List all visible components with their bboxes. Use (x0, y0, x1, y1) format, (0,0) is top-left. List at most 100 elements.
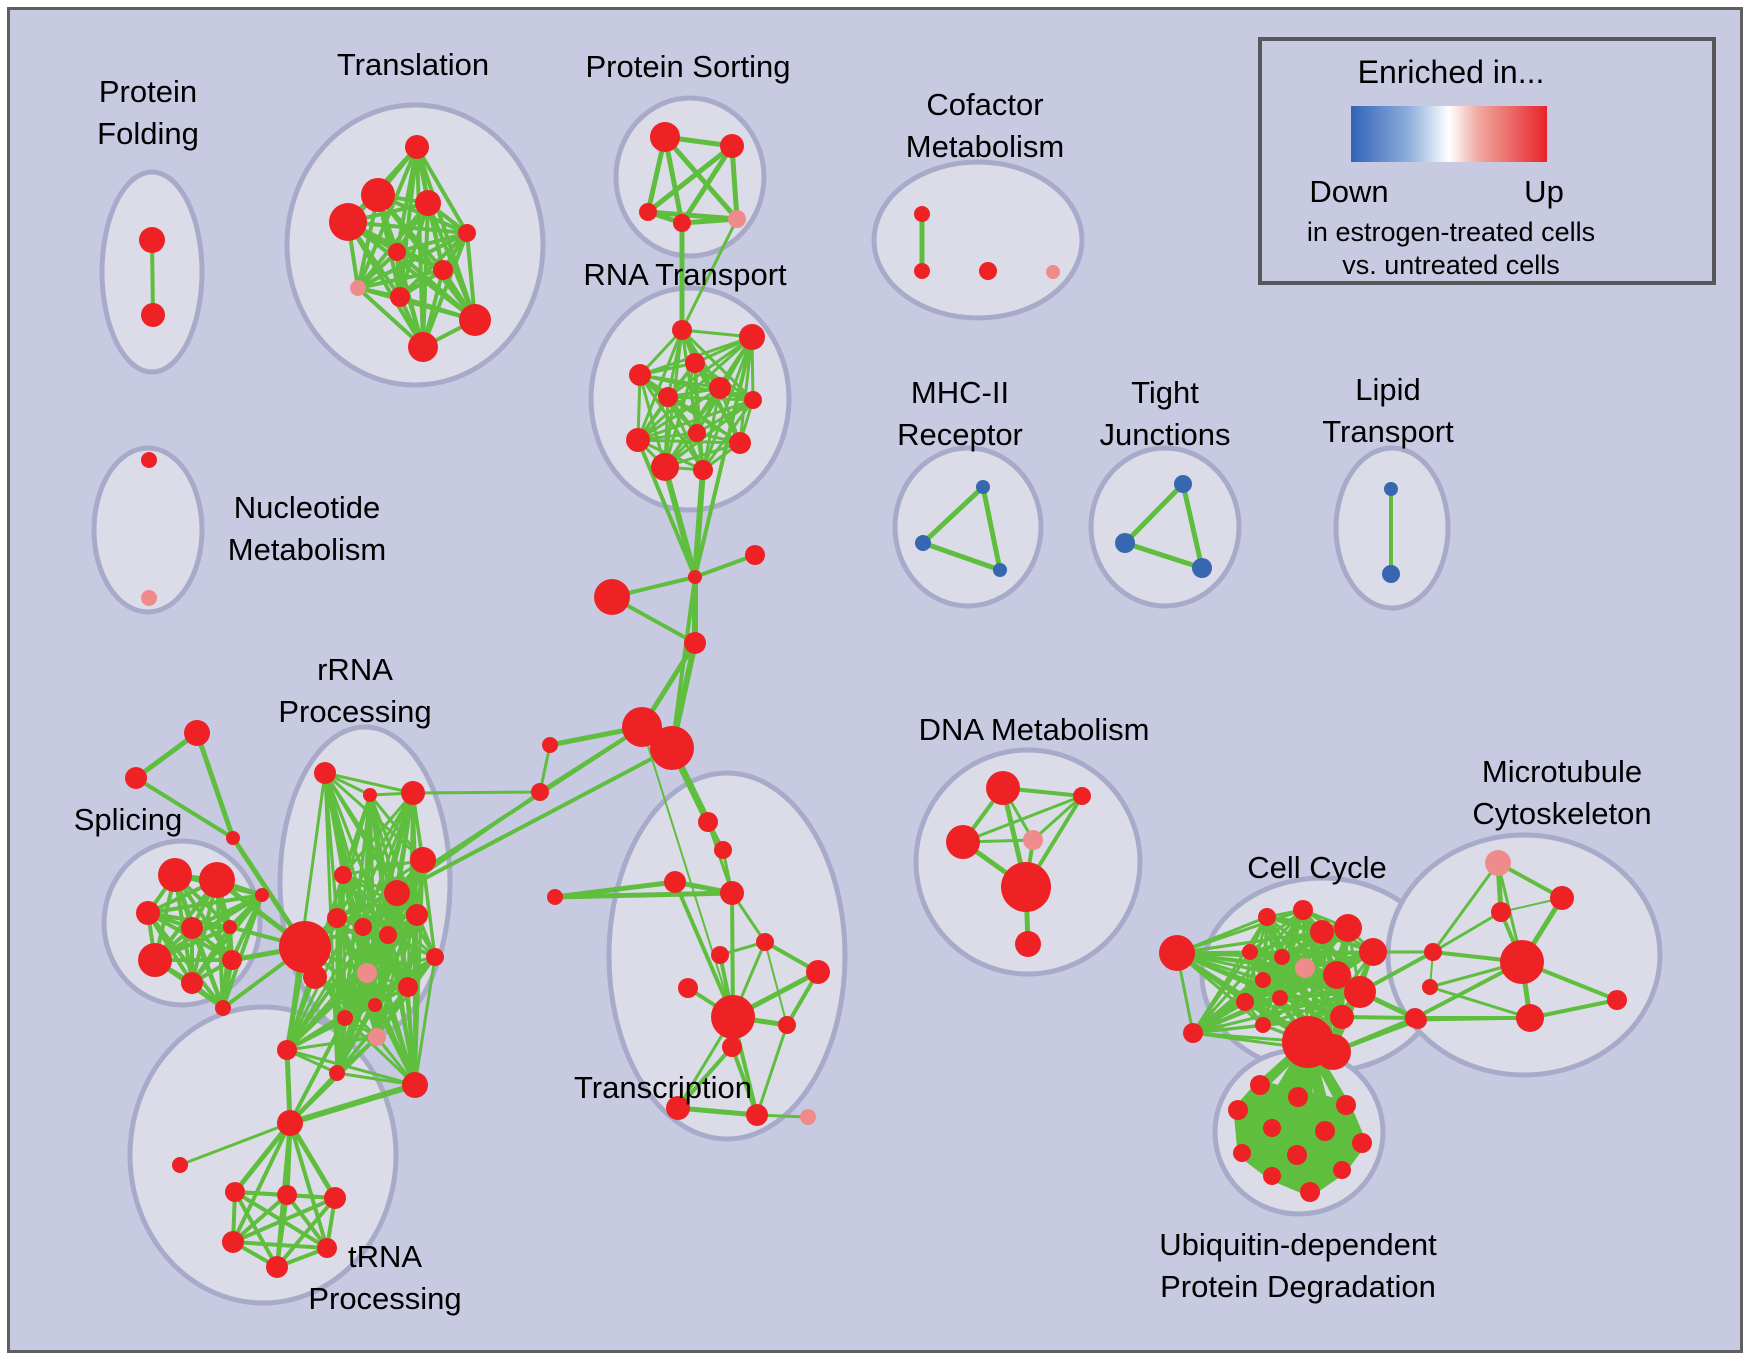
node-mt6[interactable] (1607, 990, 1627, 1010)
node-tx12[interactable] (666, 1096, 690, 1120)
node-cf4[interactable] (1046, 265, 1060, 279)
node-rr16[interactable] (426, 948, 444, 966)
node-m6[interactable] (650, 726, 694, 770)
node-rr7[interactable] (327, 908, 347, 928)
node-ub3[interactable] (1336, 1095, 1356, 1115)
node-dm6[interactable] (1015, 931, 1041, 957)
node-sp7[interactable] (138, 943, 172, 977)
node-cc12[interactable] (1255, 972, 1271, 988)
node-rt11[interactable] (651, 453, 679, 481)
node-rr2[interactable] (363, 788, 377, 802)
node-cc21[interactable] (1424, 943, 1442, 961)
node-tr3[interactable] (415, 190, 441, 216)
node-m5[interactable] (622, 707, 662, 747)
node-rr17[interactable] (277, 1040, 297, 1060)
node-lt1[interactable] (1384, 482, 1398, 496)
node-cc22[interactable] (1422, 979, 1438, 995)
node-ub2[interactable] (1288, 1087, 1308, 1107)
node-tx5[interactable] (756, 933, 774, 951)
node-ub7[interactable] (1352, 1133, 1372, 1153)
node-tp6[interactable] (317, 1238, 337, 1258)
node-rr1[interactable] (314, 762, 336, 784)
node-tx6[interactable] (711, 946, 729, 964)
node-rt2[interactable] (739, 324, 765, 350)
node-tp4[interactable] (324, 1187, 346, 1209)
node-tp5[interactable] (222, 1231, 244, 1253)
node-ub5[interactable] (1263, 1119, 1281, 1137)
node-nm2[interactable] (141, 590, 157, 606)
node-rr15[interactable] (368, 1028, 386, 1046)
node-rr8[interactable] (354, 918, 372, 936)
node-sp10[interactable] (215, 1000, 231, 1016)
node-tr7[interactable] (433, 260, 453, 280)
node-dm3[interactable] (946, 825, 980, 859)
node-rr18[interactable] (329, 1065, 345, 1081)
node-rr3[interactable] (401, 781, 425, 805)
node-mt2[interactable] (1550, 886, 1574, 910)
node-ub10[interactable] (1263, 1167, 1281, 1185)
node-cc17[interactable] (1330, 1005, 1354, 1029)
node-rt9[interactable] (626, 428, 650, 452)
node-tj3[interactable] (1192, 558, 1212, 578)
node-cc15[interactable] (1344, 976, 1376, 1008)
node-tx1[interactable] (698, 812, 718, 832)
node-rr5[interactable] (334, 866, 352, 884)
node-cc6[interactable] (1334, 914, 1362, 942)
node-tr9[interactable] (390, 287, 410, 307)
node-rr4[interactable] (410, 847, 436, 873)
node-tr5[interactable] (458, 224, 476, 242)
node-tx9[interactable] (711, 995, 755, 1039)
node-cc9[interactable] (1295, 958, 1315, 978)
node-cc10[interactable] (1323, 961, 1351, 989)
node-cc1[interactable] (1159, 935, 1195, 971)
node-sp1[interactable] (158, 858, 192, 892)
node-ps5[interactable] (728, 210, 746, 228)
node-tx2[interactable] (714, 841, 732, 859)
node-sp5[interactable] (223, 920, 237, 934)
node-mt1[interactable] (1485, 850, 1511, 876)
node-rt7[interactable] (744, 391, 762, 409)
node-rt6[interactable] (709, 377, 731, 399)
node-ub1[interactable] (1250, 1075, 1270, 1095)
node-st1[interactable] (184, 720, 210, 746)
node-pf2[interactable] (141, 303, 165, 327)
node-pf1[interactable] (139, 227, 165, 253)
node-sp8[interactable] (181, 972, 203, 994)
node-tx11[interactable] (722, 1037, 742, 1057)
node-tx4[interactable] (720, 881, 744, 905)
node-tr4[interactable] (329, 203, 367, 241)
node-cc3[interactable] (1258, 908, 1276, 926)
node-dm5[interactable] (1001, 862, 1051, 912)
node-rt10[interactable] (729, 432, 751, 454)
node-tx7[interactable] (806, 960, 830, 984)
node-dm4[interactable] (1023, 830, 1043, 850)
node-st2[interactable] (125, 767, 147, 789)
node-rt1[interactable] (672, 320, 692, 340)
node-rr9[interactable] (379, 926, 397, 944)
node-sp6[interactable] (255, 888, 269, 902)
node-cc20[interactable] (1405, 1008, 1425, 1028)
node-rt4[interactable] (629, 364, 651, 386)
node-tp1[interactable] (172, 1157, 188, 1173)
node-dm2[interactable] (1073, 787, 1091, 805)
node-tx10[interactable] (778, 1016, 796, 1034)
node-tj1[interactable] (1174, 475, 1192, 493)
node-cc7[interactable] (1242, 944, 1258, 960)
node-sp2[interactable] (199, 862, 235, 898)
node-s1[interactable] (542, 737, 558, 753)
node-cc13[interactable] (1236, 993, 1254, 1011)
node-mt3[interactable] (1491, 902, 1511, 922)
node-tx14[interactable] (800, 1109, 816, 1125)
node-rt12[interactable] (693, 460, 713, 480)
node-rt3[interactable] (685, 353, 705, 373)
node-tx3[interactable] (664, 871, 686, 893)
node-mh2[interactable] (915, 535, 931, 551)
node-tp7[interactable] (266, 1256, 288, 1278)
node-ub6[interactable] (1315, 1121, 1335, 1141)
node-tp3[interactable] (277, 1185, 297, 1205)
node-m1[interactable] (688, 570, 702, 584)
node-rr14[interactable] (337, 1010, 353, 1026)
node-tr11[interactable] (408, 332, 438, 362)
node-tj2[interactable] (1115, 533, 1135, 553)
node-cc16[interactable] (1255, 1017, 1271, 1033)
